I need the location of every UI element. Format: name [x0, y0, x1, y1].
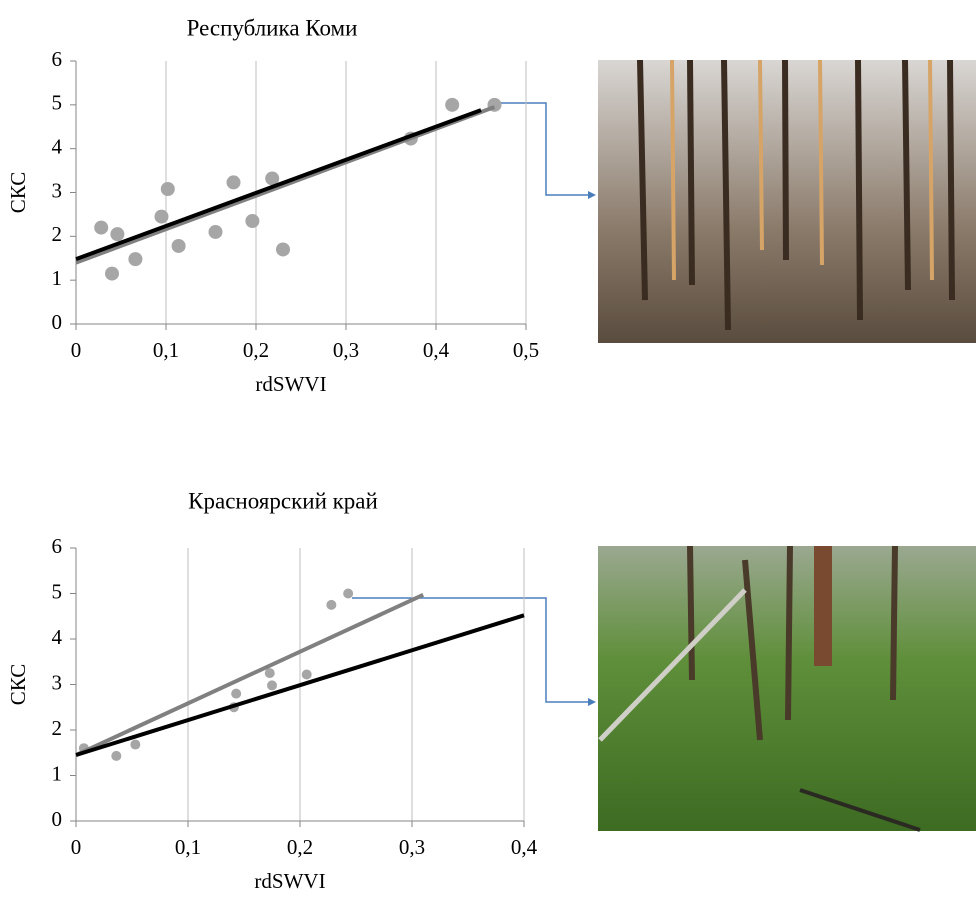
y-tick-label: 3 [52, 670, 63, 694]
point [208, 224, 223, 239]
x-tick-label: 0 [71, 338, 82, 362]
x-axis-label: rdSWVI [254, 869, 325, 893]
y-tick-label: 6 [52, 47, 63, 71]
x-tick-label: 0,1 [175, 835, 201, 859]
y-tick-label: 3 [52, 178, 63, 202]
chart-title: Красноярский край [188, 488, 378, 513]
point [301, 669, 312, 680]
trend-line [75, 108, 482, 262]
point [265, 171, 280, 186]
point [276, 242, 290, 257]
connector-arrows [352, 102, 596, 706]
point [110, 227, 125, 242]
y-tick-label: 0 [52, 807, 63, 831]
y-tick-label: 6 [52, 534, 63, 558]
y-tick-label: 5 [52, 579, 63, 603]
point [231, 688, 242, 699]
y-tick-label: 4 [52, 625, 63, 649]
point [267, 680, 277, 691]
x-tick-label: 0,2 [243, 338, 269, 362]
x-tick-label: 0,4 [511, 835, 538, 859]
y-tick-label: 2 [52, 716, 63, 740]
x-tick-label: 0,5 [513, 338, 539, 362]
trend-line [75, 593, 425, 757]
x-tick-label: 0 [71, 835, 82, 859]
photo-2 [598, 545, 976, 832]
trend-line [75, 613, 525, 757]
y-tick-label: 4 [52, 134, 63, 158]
point [226, 175, 241, 190]
y-axis-label: СКС [6, 664, 30, 706]
point [154, 209, 169, 224]
x-tick-label: 0,2 [287, 835, 313, 859]
photo-1 [598, 59, 976, 343]
trend-line [75, 105, 496, 265]
x-tick-label: 0,3 [399, 835, 425, 859]
y-tick-label: 2 [52, 222, 63, 246]
chart-title: Республика Коми [187, 15, 358, 40]
y-tick-label: 0 [52, 310, 63, 334]
y-tick-label: 1 [52, 761, 63, 785]
point [171, 238, 186, 253]
point [445, 97, 460, 112]
point [128, 252, 143, 267]
point [105, 266, 119, 281]
point [264, 668, 275, 679]
point [343, 588, 354, 599]
x-axis-label: rdSWVI [255, 372, 326, 396]
y-axis-label: СКС [6, 172, 30, 214]
point [111, 750, 122, 761]
x-tick-label: 0,3 [333, 338, 359, 362]
y-tick-label: 1 [52, 266, 63, 290]
point [160, 181, 175, 196]
point [94, 220, 109, 235]
point [326, 599, 337, 610]
y-tick-label: 5 [52, 91, 63, 115]
x-tick-label: 0,1 [153, 338, 179, 362]
point [130, 739, 141, 750]
x-tick-label: 0,4 [423, 338, 450, 362]
point [245, 213, 260, 228]
